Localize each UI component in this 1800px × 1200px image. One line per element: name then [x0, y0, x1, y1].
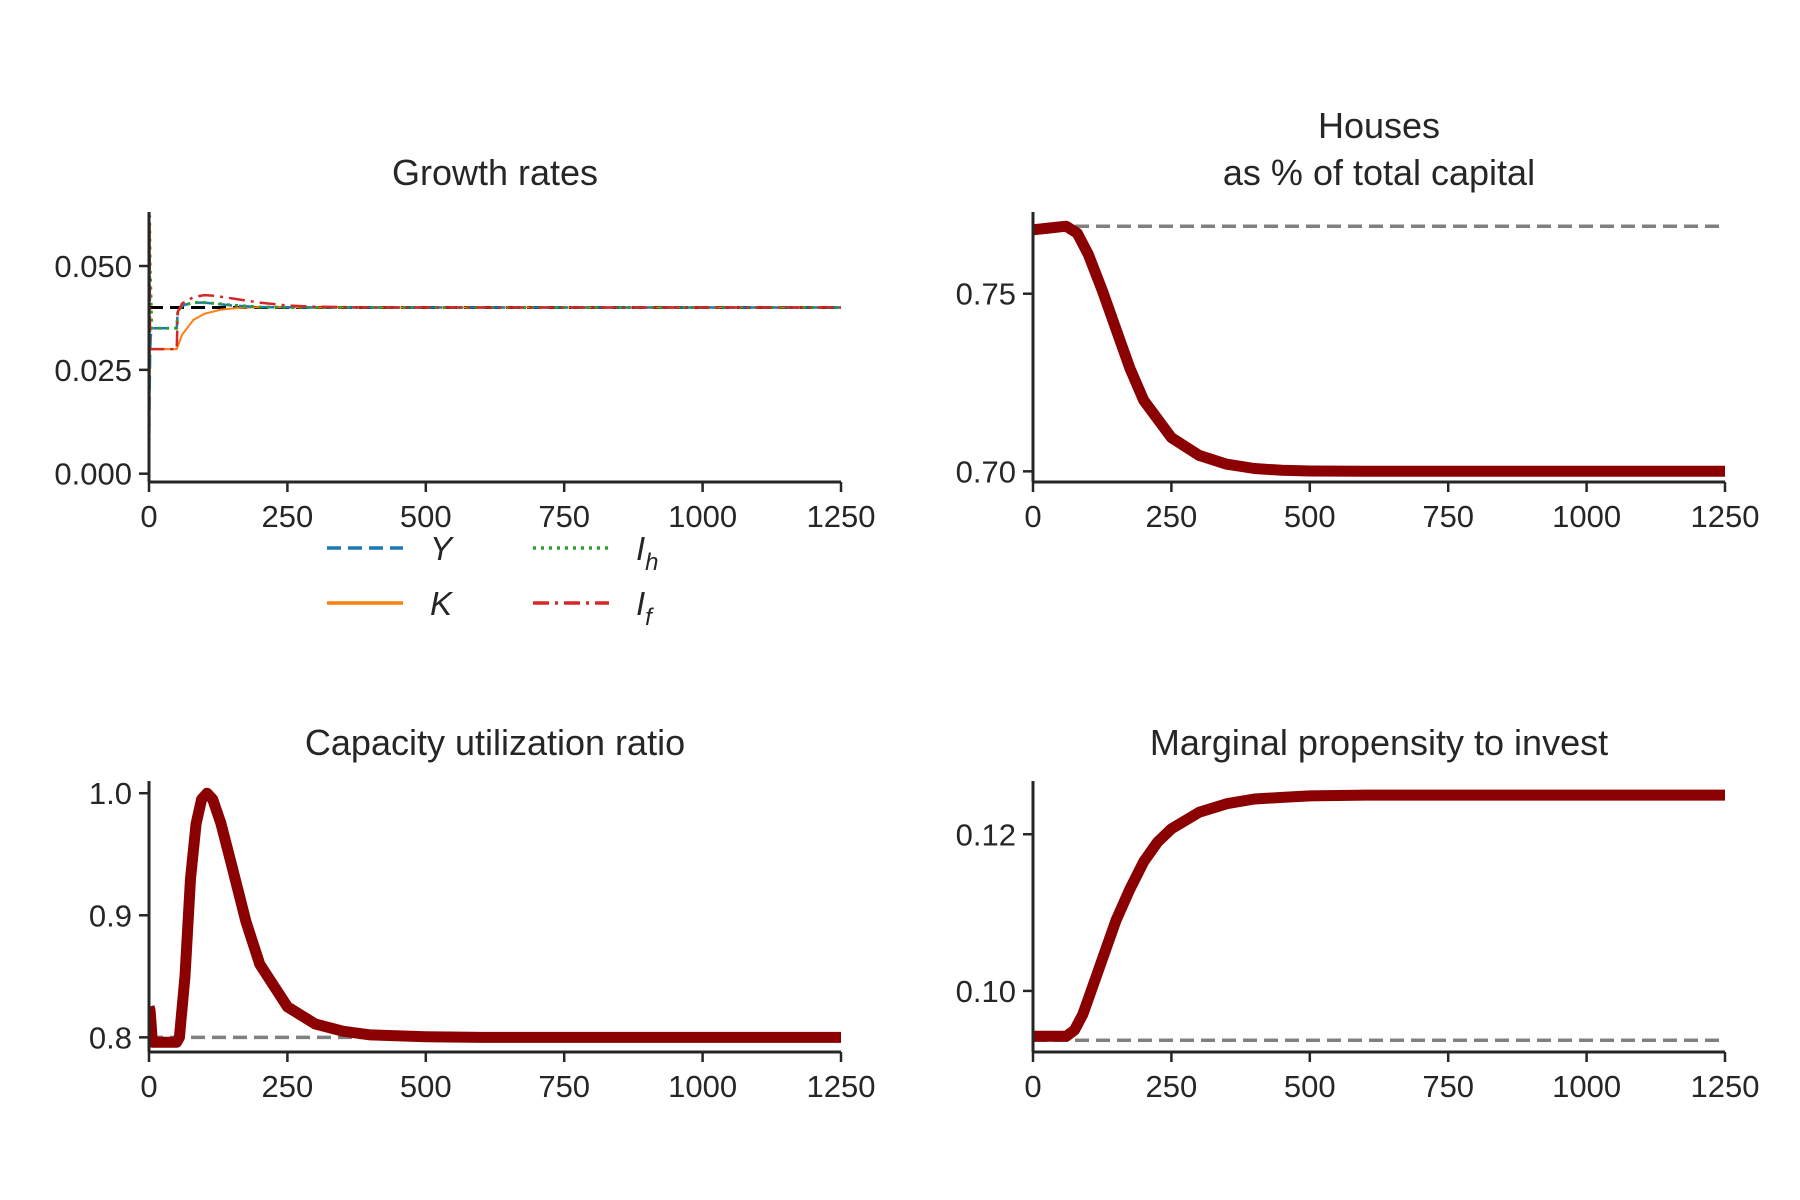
houses-share-panel: Houses as % of total capital 0 250 500 750 100…: [956, 105, 1760, 534]
houses-x-tick-label-500: 500: [1284, 499, 1336, 534]
growth-y-tick-label-2: 0.050: [54, 249, 132, 284]
growth-rates-panel: Growth rates 0 250 500 750 1000 1250 0.000 0.025…: [54, 152, 875, 534]
growth-x-tick-label-750: 750: [538, 499, 590, 534]
houses-title-line-0: Houses: [1318, 105, 1440, 146]
capacity-title-line-0: Capacity utilization ratio: [305, 722, 685, 763]
houses-x-tick-label-1000: 1000: [1552, 499, 1621, 534]
mpi-x-tick-label-1250: 1250: [1691, 1069, 1760, 1104]
legend-label-Y: Y: [430, 530, 454, 567]
legend-subscript-If: f: [645, 604, 654, 631]
capacity-x-tick-label-1250: 1250: [807, 1069, 876, 1104]
mpi-x-tick-label-250: 250: [1146, 1069, 1198, 1104]
houses-y-tick-label-1: 0.75: [956, 277, 1016, 312]
mpi-y-tick-label-0: 0.10: [956, 974, 1016, 1009]
houses-x-tick-label-0: 0: [1024, 499, 1041, 534]
capacity-series-utilization: [149, 787, 841, 1048]
growth-x-tick-label-1250: 1250: [807, 499, 876, 534]
capacity-y-tick-label-0: 0.8: [89, 1020, 132, 1055]
mpi-x-tick-label-0: 0: [1024, 1069, 1041, 1104]
growth-series-If: [149, 223, 841, 474]
growth-x-tick-label-0: 0: [140, 499, 157, 534]
legend-subscript-Ih: h: [645, 549, 658, 576]
growth-x-tick-label-1000: 1000: [668, 499, 737, 534]
houses-series-houses_share: [1033, 220, 1725, 477]
growth-x-tick-label-500: 500: [400, 499, 452, 534]
capacity-y-tick-label-1: 0.9: [89, 898, 132, 933]
houses-title-line-1: as % of total capital: [1223, 152, 1535, 193]
houses-x-tick-label-250: 250: [1146, 499, 1198, 534]
capacity-x-tick-label-500: 500: [400, 1069, 452, 1104]
legend-label-K: K: [430, 585, 454, 622]
growth-x-tick-label-250: 250: [262, 499, 314, 534]
growth-title-line-0: Growth rates: [392, 152, 598, 193]
capacity-x-tick-label-0: 0: [140, 1069, 157, 1104]
capacity-x-tick-label-1000: 1000: [668, 1069, 737, 1104]
capacity-utilization-panel: Capacity utilization ratio 0 250 500 750 1000…: [89, 722, 876, 1104]
mpi-x-tick-label-750: 750: [1422, 1069, 1474, 1104]
marginal-propensity-panel: Marginal propensity to invest 0 250 500 750 1…: [956, 722, 1760, 1104]
mpi-x-tick-label-500: 500: [1284, 1069, 1336, 1104]
houses-y-tick-label-0: 0.70: [956, 454, 1016, 489]
capacity-y-tick-label-2: 1.0: [89, 776, 132, 811]
houses-x-tick-label-1250: 1250: [1691, 499, 1760, 534]
houses-x-tick-label-750: 750: [1422, 499, 1474, 534]
mpi-title-line-0: Marginal propensity to invest: [1150, 722, 1608, 763]
mpi-x-tick-label-1000: 1000: [1552, 1069, 1621, 1104]
growth-y-tick-label-0: 0.000: [54, 457, 132, 492]
capacity-x-tick-label-750: 750: [538, 1069, 590, 1104]
mpi-series-propensity: [1033, 789, 1725, 1042]
mpi-y-tick-label-1: 0.12: [956, 817, 1016, 852]
capacity-x-tick-label-250: 250: [262, 1069, 314, 1104]
growth-y-tick-label-1: 0.025: [54, 353, 132, 388]
